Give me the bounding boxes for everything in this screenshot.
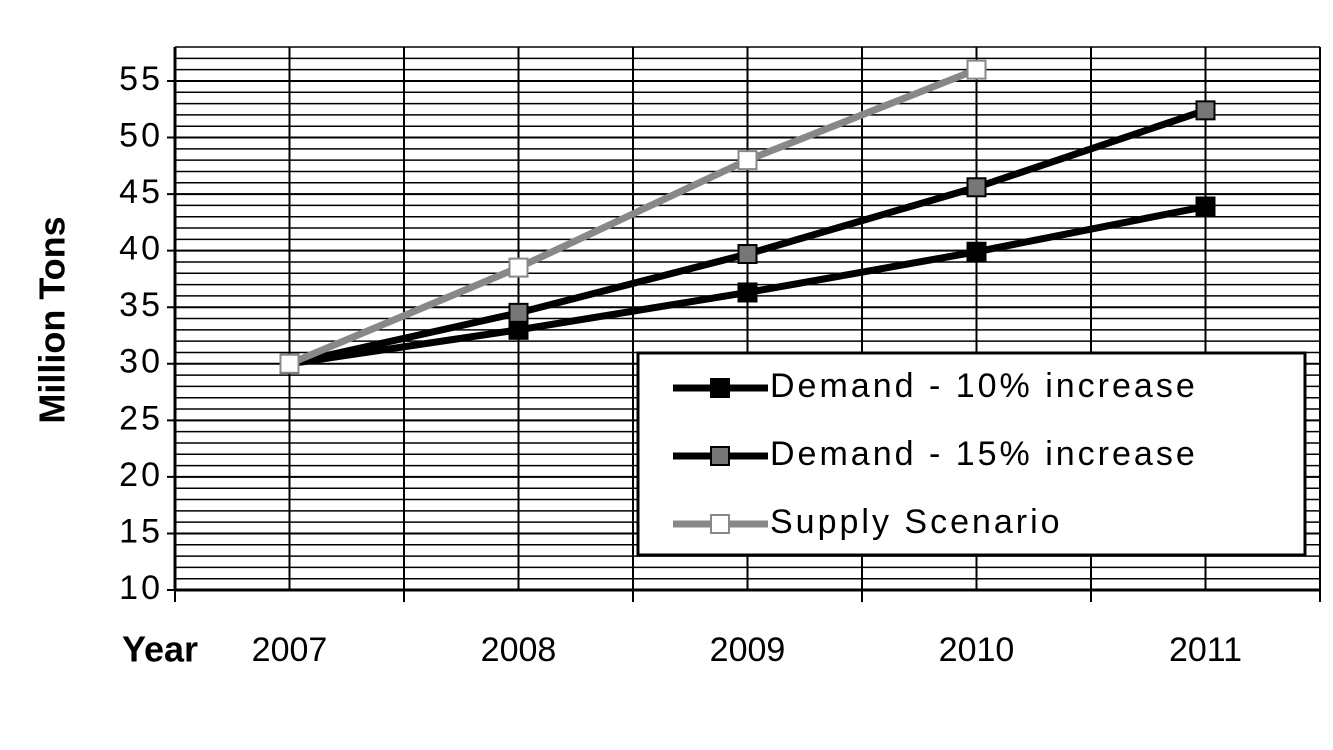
- y-tick-label: 45: [119, 173, 163, 211]
- y-tick-label: 55: [119, 60, 163, 98]
- series-line: [288, 66, 978, 367]
- marker: [279, 353, 300, 374]
- marker: [737, 282, 758, 303]
- legend-label: Supply Scenario: [770, 503, 1063, 541]
- legend-marker: [710, 378, 730, 398]
- x-tick-label: 2008: [481, 631, 557, 669]
- y-axis-label: Million Tons: [32, 216, 73, 423]
- legend-label: Demand - 15% increase: [770, 435, 1198, 473]
- x-tick-label: 2007: [252, 631, 328, 669]
- marker: [737, 244, 758, 265]
- marker: [1195, 100, 1216, 121]
- marker: [508, 257, 529, 278]
- marker: [508, 302, 529, 323]
- y-tick-label: 50: [119, 116, 163, 154]
- x-tick-label: 2009: [710, 631, 786, 669]
- marker: [966, 59, 987, 80]
- y-tick-label: 20: [119, 456, 163, 494]
- y-tick-label: 40: [119, 230, 163, 268]
- legend-marker: [710, 514, 730, 534]
- marker: [1195, 196, 1216, 217]
- x-axis-label: Year: [122, 629, 198, 670]
- marker: [966, 241, 987, 262]
- legend-label: Demand - 10% increase: [770, 367, 1198, 405]
- x-tick-label: 2010: [939, 631, 1015, 669]
- marker: [737, 150, 758, 171]
- marker: [508, 319, 529, 340]
- y-tick-label: 30: [119, 343, 163, 381]
- x-tick-label: 2011: [1169, 631, 1242, 669]
- legend-marker: [710, 446, 730, 466]
- y-tick-label: 35: [119, 286, 163, 324]
- marker: [966, 177, 987, 198]
- y-tick-label: 25: [119, 399, 163, 437]
- y-tick-label: 15: [119, 512, 163, 550]
- y-tick-label: 10: [119, 569, 163, 607]
